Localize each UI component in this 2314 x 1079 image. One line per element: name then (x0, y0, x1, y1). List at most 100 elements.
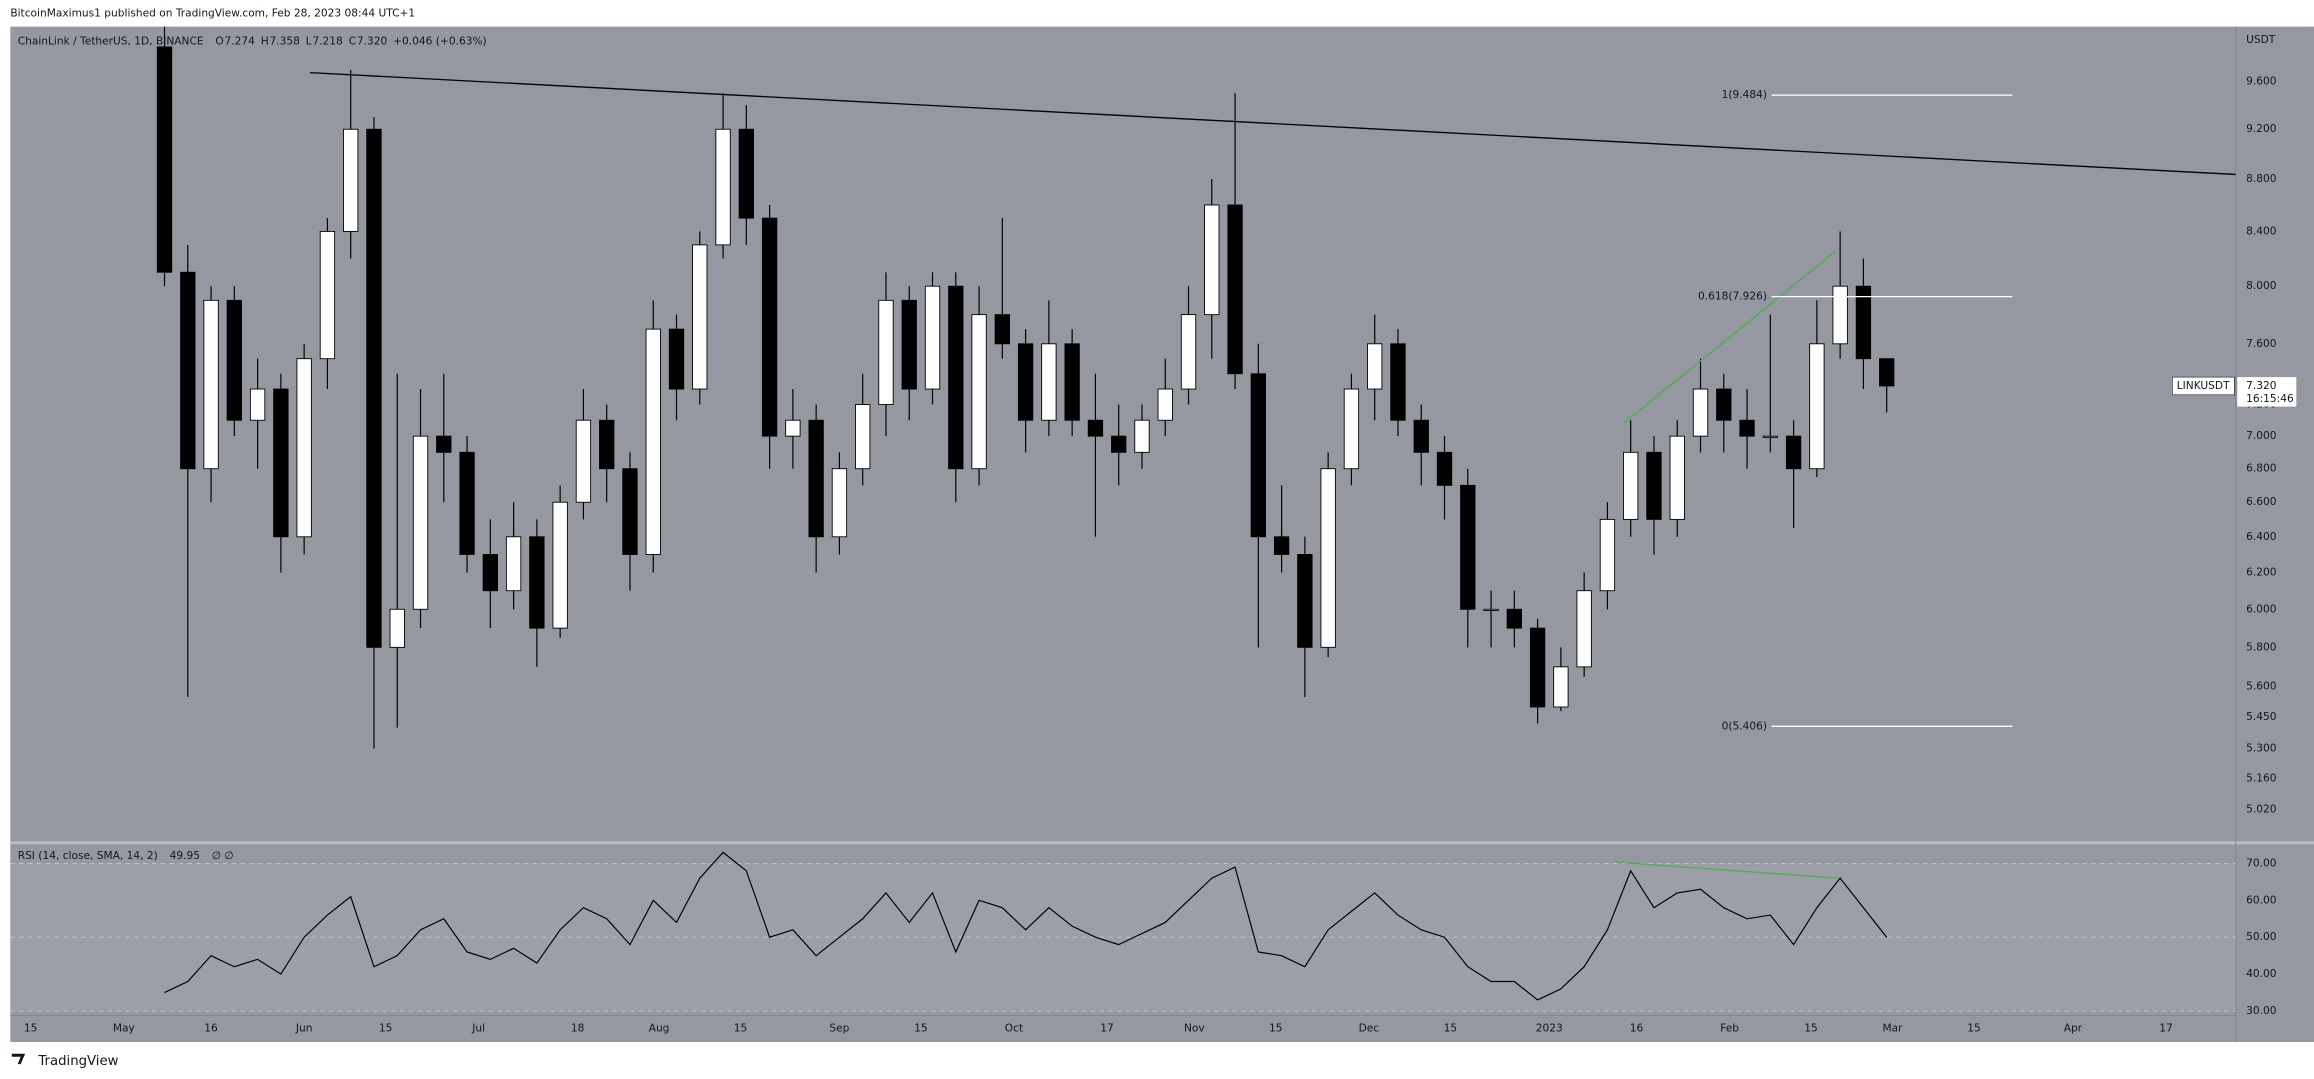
candle-body (180, 271, 196, 470)
y-tick-label: 6.600 (2246, 495, 2277, 508)
x-tick-label: Sep (829, 1022, 849, 1035)
candle-body (645, 328, 661, 555)
x-tick-label: Aug (649, 1022, 670, 1035)
candle-body (692, 244, 708, 390)
candle-body (436, 435, 452, 453)
candle-body (552, 501, 568, 629)
candle-body (1273, 536, 1290, 555)
y-tick-label: 8.400 (2246, 224, 2277, 237)
candle-body (901, 299, 917, 390)
currency: USDT (2246, 33, 2276, 46)
x-tick-label: Feb (1720, 1022, 1739, 1035)
rsi-trendline (1613, 861, 1839, 879)
candle-body (343, 128, 359, 232)
y-tick-label: 6.200 (2246, 565, 2277, 578)
fib-label: 0.618(7.926) (1698, 290, 1767, 303)
candle-body (1855, 285, 1872, 360)
candle-body (273, 388, 289, 538)
candle-body (668, 328, 685, 390)
candle-body (459, 451, 475, 555)
candle-body (831, 468, 848, 538)
candle-body (1227, 204, 1243, 375)
candle-body (1390, 343, 1406, 421)
fib-label: 1(9.484) (1722, 88, 1767, 101)
candle-body (878, 299, 894, 405)
candle-body (1460, 484, 1476, 610)
rsi-pane (10, 851, 2236, 1012)
x-tick-label: 15 (1444, 1022, 1458, 1035)
rsi-extra: ∅ ∅ (212, 849, 234, 862)
change: +0.046 (+0.63%) (393, 34, 487, 47)
last-price-box (2237, 377, 2297, 407)
candle-body (855, 404, 871, 470)
candle-body (1064, 343, 1080, 421)
y-tick-label: 6.000 (2246, 602, 2277, 615)
fib-label: 0(5.406) (1722, 719, 1767, 732)
candle-body (529, 536, 545, 629)
candle-body (1017, 343, 1034, 421)
x-tick-label: 15 (1804, 1022, 1818, 1035)
candle-body (1623, 451, 1639, 520)
candle-body (319, 230, 336, 360)
y-tick-label: 5.020 (2246, 803, 2277, 816)
publisher: BitcoinMaximus1 published on TradingView… (10, 6, 415, 19)
symbol-title: ChainLink / TetherUS, 1D, BINANCE (18, 34, 204, 47)
last-price: 7.320 (2246, 379, 2277, 392)
candle-body (1692, 388, 1709, 437)
countdown: 16:15:46 (2246, 392, 2294, 405)
y-tick-label: 5.600 (2246, 680, 2277, 693)
candle-body (1809, 343, 1825, 470)
logo (11, 1053, 26, 1065)
candle-body (1553, 666, 1569, 708)
candle-body (785, 419, 801, 437)
candle-body (482, 554, 498, 592)
candle-body (1646, 451, 1662, 520)
x-tick-label: 15 (734, 1022, 748, 1035)
candle-body (1134, 419, 1150, 453)
y-tick-label: 8.800 (2246, 172, 2277, 185)
candle-body (1879, 358, 1895, 387)
x-tick-label: 16 (204, 1022, 218, 1035)
candle-body (1157, 388, 1173, 421)
candle-body (924, 285, 941, 390)
candle-body (575, 419, 592, 503)
x-tick-label: Jun (295, 1022, 313, 1035)
symbol-box (2172, 376, 2235, 396)
candle-body (1716, 388, 1732, 421)
candle-body (505, 536, 522, 592)
candle-body (226, 299, 242, 421)
trendline (1623, 250, 1836, 424)
candle-body (738, 128, 754, 219)
candle-body (1041, 343, 1057, 421)
chart-bg (10, 26, 2314, 1042)
candle-body (203, 299, 219, 470)
ohlc-value: 7.218 (312, 34, 343, 47)
y-tick-label: 7.600 (2246, 337, 2277, 350)
y-tick-label: 6.400 (2246, 530, 2277, 543)
footer-brand: TradingView (37, 1054, 118, 1069)
x-tick-label: 17 (1100, 1022, 1114, 1035)
candle-body (1832, 285, 1848, 345)
candle-body (808, 419, 824, 538)
x-tick-label: Oct (1005, 1022, 1023, 1035)
candle-body (622, 468, 638, 555)
candle-body (1087, 419, 1104, 437)
rsi-tick-label: 50.00 (2246, 930, 2277, 943)
rsi-value: 49.95 (170, 849, 200, 862)
x-tick-label: 15 (914, 1022, 928, 1035)
x-tick-label: 18 (571, 1022, 585, 1035)
x-tick-label: Nov (1184, 1022, 1205, 1035)
x-tick-label: 15 (379, 1022, 393, 1035)
candle-body (389, 608, 405, 648)
candle-body (366, 128, 382, 648)
x-tick-label: 16 (1630, 1022, 1644, 1035)
candle-body (1669, 435, 1685, 520)
candle-body (1297, 554, 1313, 648)
ohlc-value: 7.320 (357, 34, 388, 47)
candle-body (1250, 373, 1266, 538)
candle-body (1739, 419, 1755, 437)
ohlc-key: C (349, 34, 356, 47)
rsi-band (10, 863, 2236, 1012)
y-tick-label: 5.800 (2246, 640, 2277, 653)
